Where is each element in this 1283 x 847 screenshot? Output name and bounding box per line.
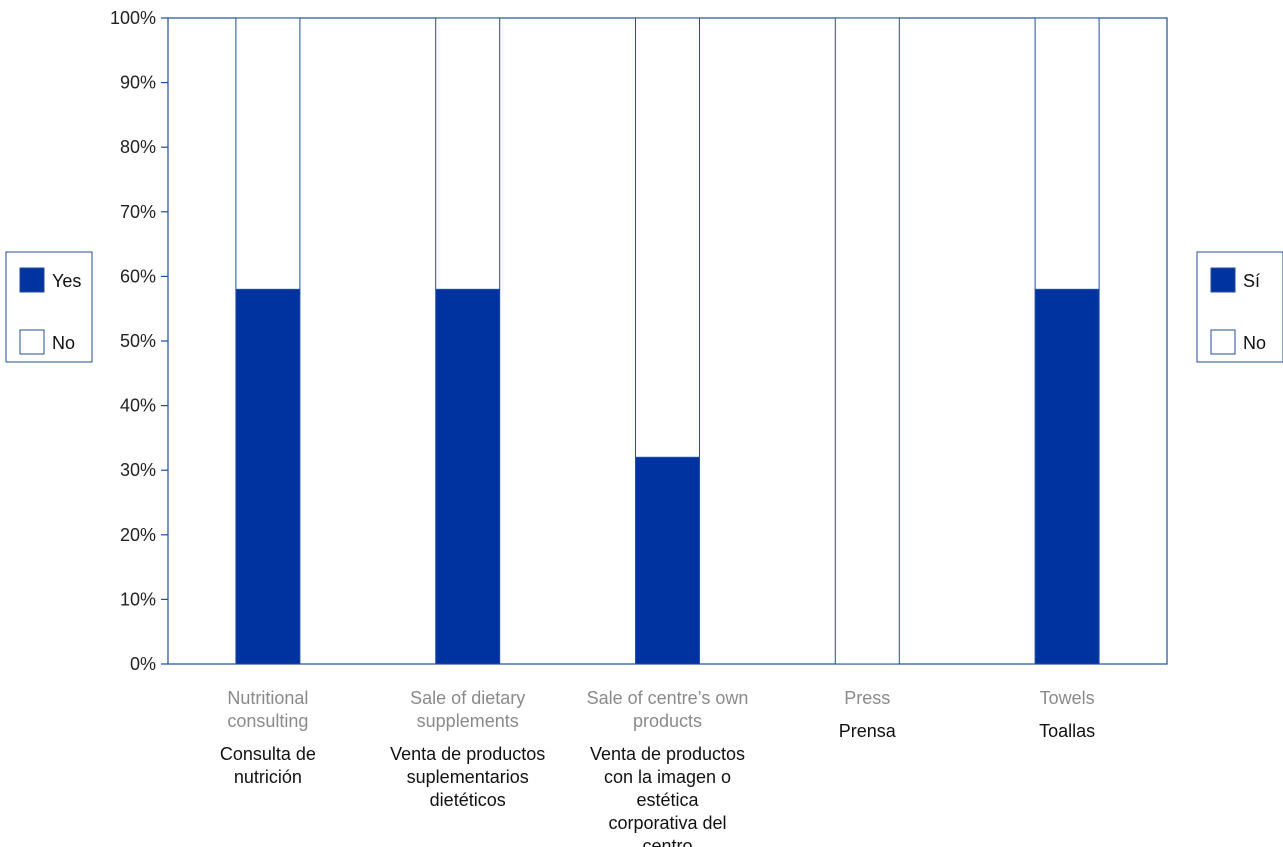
legend-label: No: [52, 333, 75, 353]
legend-swatch-no: [1210, 329, 1236, 355]
x-category-label: Sale of centre’s own products: [587, 688, 749, 731]
legend-box: [5, 251, 93, 363]
bar-yes-3: [635, 456, 700, 665]
bar-no-2: [435, 17, 501, 290]
bar-no-3: [635, 17, 700, 458]
x-category-label-translation: Toallas: [1039, 721, 1095, 741]
y-tick-label: 50%: [120, 331, 156, 351]
x-category-label-translation: Venta de productos suplementarios dietétic…: [390, 744, 545, 810]
x-category-label: Sale of dietary supplements: [410, 688, 525, 731]
legend-label: No: [1243, 333, 1266, 353]
x-axis-labels: Nutritional consulting Consulta de nutrició…: [220, 688, 1095, 847]
bars: [235, 17, 1100, 665]
bar-no-5: [1034, 17, 1100, 290]
y-tick-label: 20%: [120, 525, 156, 545]
bar-yes-5: [1034, 288, 1100, 665]
legend-label: Yes: [52, 271, 81, 291]
y-tick-label: 100%: [110, 8, 156, 28]
y-tick-label: 90%: [120, 73, 156, 93]
bar-no-1: [235, 17, 301, 290]
legend-box: [1196, 251, 1283, 363]
y-tick-label: 80%: [120, 137, 156, 157]
y-axis: 0% 10% 20% 30% 40% 50% 60% 70% 80% 90% 100%: [110, 8, 168, 674]
x-category-label-translation: Consulta de nutrición: [220, 744, 316, 787]
legend-swatch-yes: [19, 267, 45, 293]
x-category-label: Nutritional consulting: [227, 688, 308, 731]
y-tick-label: 30%: [120, 460, 156, 480]
legend-label: Sí: [1243, 271, 1260, 291]
bar-yes-1: [235, 288, 301, 665]
x-category-label: Press: [844, 688, 890, 708]
legend-swatch-no: [19, 329, 45, 355]
legend-swatch-yes: [1210, 267, 1236, 293]
y-tick-label: 0%: [130, 654, 156, 674]
bar-yes-2: [435, 288, 501, 665]
y-tick-label: 70%: [120, 202, 156, 222]
x-category-label: Towels: [1040, 688, 1095, 708]
legend-left: Yes No: [5, 251, 93, 363]
y-tick-label: 40%: [120, 396, 156, 416]
y-tick-label: 10%: [120, 589, 156, 609]
y-tick-label: 60%: [120, 266, 156, 286]
bar-no-4: [834, 17, 900, 665]
x-category-label-translation: Prensa: [839, 721, 897, 741]
x-category-label-translation: Venta de productos con la imagen o estétic…: [590, 744, 745, 847]
legend-right: Sí No: [1196, 251, 1283, 363]
